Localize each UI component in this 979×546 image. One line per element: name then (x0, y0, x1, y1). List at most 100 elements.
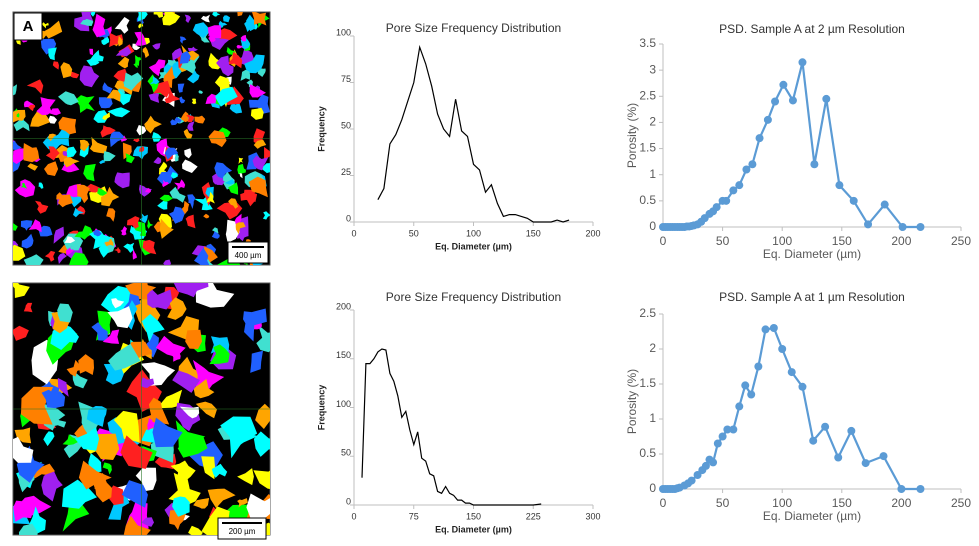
x-tick-label: 0 (660, 234, 667, 248)
pore (185, 214, 196, 229)
data-point (747, 390, 756, 399)
pore (75, 427, 100, 451)
pore (126, 216, 140, 229)
pore (13, 436, 34, 463)
pore (215, 86, 238, 107)
pore (253, 431, 270, 457)
data-point (821, 422, 830, 431)
pore (109, 131, 126, 148)
pore (102, 462, 112, 475)
pore (246, 493, 270, 521)
pore (114, 172, 130, 189)
pore (53, 226, 65, 244)
pore (20, 220, 33, 231)
pore (173, 283, 209, 298)
pore (104, 236, 114, 247)
pore (179, 406, 200, 419)
pore (191, 98, 197, 105)
pore (49, 108, 61, 116)
pore (236, 44, 244, 49)
pore (140, 362, 176, 386)
pore (172, 47, 183, 61)
pore (78, 354, 94, 375)
pore (70, 245, 77, 251)
pore (103, 151, 116, 162)
pore (89, 136, 108, 154)
pore (209, 344, 230, 365)
x-axis-label: Eq. Diameter (µm) (435, 241, 512, 251)
pore (193, 378, 215, 399)
pore (107, 306, 133, 329)
pore (90, 12, 96, 17)
pore (159, 194, 173, 202)
pore (35, 200, 49, 214)
pore (73, 207, 84, 218)
pore (57, 252, 67, 265)
pore (262, 211, 270, 220)
data-point (754, 362, 763, 371)
pore (243, 308, 267, 342)
data-point (778, 345, 787, 353)
pore (28, 104, 36, 112)
pore (135, 467, 157, 492)
data-point (687, 476, 696, 485)
pore (157, 200, 168, 210)
data-line (361, 348, 542, 506)
y-tick-label: 2.5 (639, 88, 656, 102)
pore (79, 139, 90, 152)
pore (40, 38, 57, 55)
pore (94, 433, 120, 460)
data-point (748, 160, 757, 169)
pore (142, 313, 165, 347)
pore (198, 90, 203, 94)
pore (107, 107, 131, 118)
pore (159, 218, 174, 239)
pore (251, 12, 267, 26)
pore (98, 243, 110, 258)
pore (120, 435, 153, 469)
pore (36, 97, 56, 116)
pore (238, 157, 244, 164)
pore (221, 80, 231, 86)
pore (51, 311, 70, 334)
pore (133, 138, 140, 143)
data-point (916, 223, 925, 231)
y-axis-label: Frequency (316, 106, 326, 152)
pore (99, 159, 106, 165)
pore (237, 163, 246, 175)
pore (115, 46, 132, 57)
pore (13, 222, 18, 231)
pore (162, 12, 181, 26)
y-tick-label: 3.5 (639, 36, 656, 50)
x-tick-label: 50 (716, 496, 730, 510)
pore (212, 227, 219, 234)
pore (111, 298, 125, 309)
pore (13, 500, 34, 522)
pore (155, 335, 186, 358)
pore-map (13, 283, 270, 535)
y-tick-label: 50 (341, 448, 351, 458)
pore (62, 434, 81, 445)
pore (134, 31, 147, 46)
pore (75, 95, 95, 113)
chart-title: PSD. Sample A at 1 µm Resolution (719, 290, 905, 304)
pore (79, 65, 100, 88)
pore (170, 172, 179, 179)
pore (194, 247, 210, 265)
x-tick-label: 50 (409, 228, 419, 238)
data-point (879, 452, 888, 461)
data-point (861, 459, 870, 468)
data-point (798, 58, 807, 67)
pore (147, 219, 154, 229)
pore (159, 161, 168, 171)
pore (27, 163, 38, 171)
pore (206, 191, 215, 204)
pore (78, 460, 112, 490)
pore (141, 517, 154, 527)
pore (41, 389, 66, 409)
pore (253, 470, 270, 490)
y-tick-label: 100 (336, 399, 351, 409)
pore (44, 161, 59, 176)
pore (162, 179, 169, 188)
data-point (712, 203, 721, 212)
